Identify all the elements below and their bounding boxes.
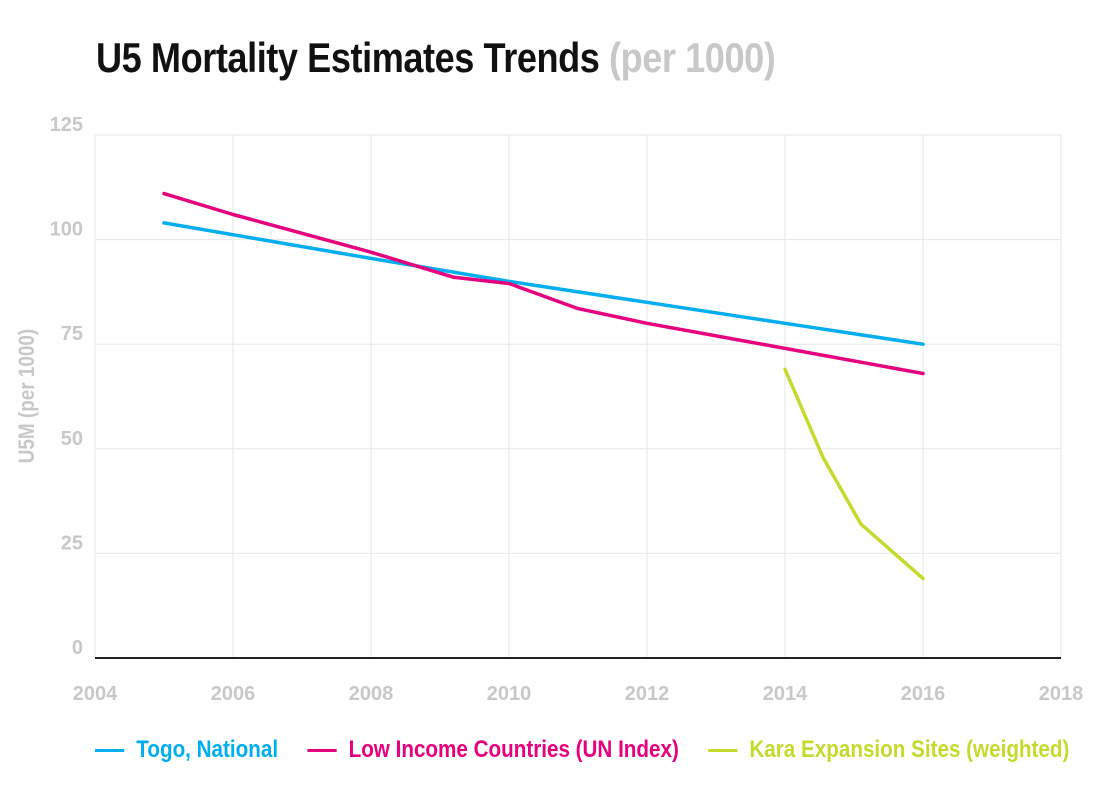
legend-label: Low Income Countries (UN Index) xyxy=(348,736,679,763)
chart-title: U5 Mortality Estimates Trends (per 1000) xyxy=(96,34,776,82)
legend-swatch xyxy=(95,748,125,752)
x-tick-label: 2006 xyxy=(211,683,256,705)
legend-label: Kara Expansion Sites (weighted) xyxy=(749,736,1070,763)
legend-label: Togo, National xyxy=(136,736,279,763)
chart-title-unit: (per 1000) xyxy=(609,34,776,81)
chart-series xyxy=(162,191,925,581)
legend-item: Togo, National xyxy=(95,736,278,764)
y-tick-label: 50 xyxy=(61,428,83,450)
y-tick-label: 25 xyxy=(61,532,83,554)
x-tick-label: 2008 xyxy=(349,683,394,705)
legend-swatch xyxy=(708,748,738,752)
x-tick-label: 2012 xyxy=(625,683,670,705)
x-tick-label: 2016 xyxy=(901,683,946,705)
y-tick-label: 0 xyxy=(72,637,83,659)
x-tick-label: 2004 xyxy=(73,683,118,705)
chart-title-main: U5 Mortality Estimates Trends xyxy=(96,34,600,81)
legend-item: Kara Expansion Sites (weighted) xyxy=(708,736,1069,764)
y-tick-label: 75 xyxy=(61,323,83,345)
series-line-1 xyxy=(162,191,925,376)
y-axis-label: U5M (per 1000) xyxy=(15,329,40,463)
chart-grid xyxy=(94,134,1062,659)
series-line-2 xyxy=(783,367,925,581)
y-tick-label: 125 xyxy=(50,114,83,136)
legend-item: Low Income Countries (UN Index) xyxy=(307,736,679,764)
chart-legend: Togo, National Low Income Countries (UN I… xyxy=(95,736,1096,764)
x-tick-label: 2010 xyxy=(487,683,532,705)
series-line-0 xyxy=(162,221,925,346)
x-tick-label: 2014 xyxy=(763,683,808,705)
y-tick-label: 100 xyxy=(50,219,83,241)
x-tick-label: 2018 xyxy=(1039,683,1084,705)
x-axis-ticks: 2004 2006 2008 2010 2012 2014 2016 2018 xyxy=(73,683,1084,705)
y-axis-ticks: 0 25 50 75 100 125 xyxy=(50,114,83,659)
legend-swatch xyxy=(307,748,337,752)
